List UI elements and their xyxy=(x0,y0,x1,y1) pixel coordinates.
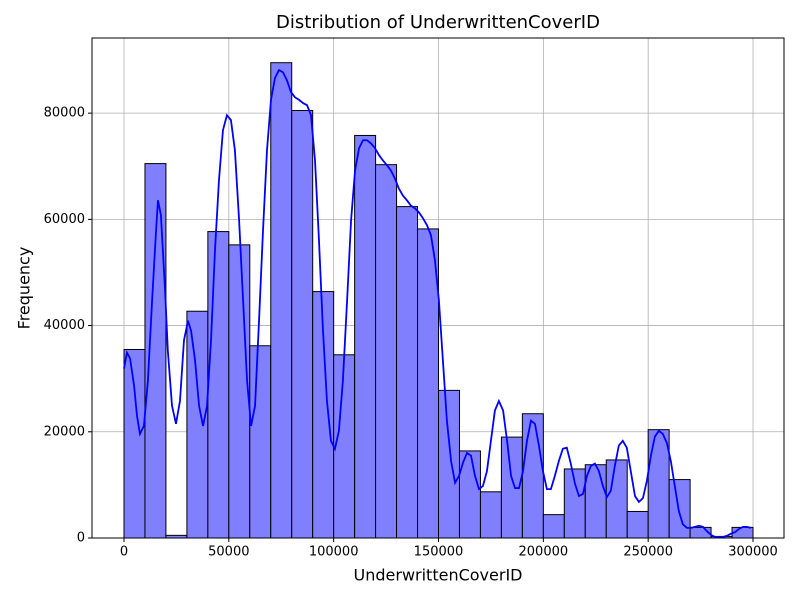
bar xyxy=(144,163,167,539)
bar xyxy=(438,389,460,539)
bar xyxy=(647,429,670,539)
kde-line xyxy=(123,68,752,538)
x-tick-label: 0 xyxy=(120,545,128,560)
y-tick-label: 20000 xyxy=(44,424,85,439)
bar xyxy=(186,310,209,539)
x-tick-label: 50000 xyxy=(208,545,249,560)
bar xyxy=(542,514,565,539)
bar xyxy=(521,413,544,539)
x-tick-label: 200000 xyxy=(519,545,569,560)
bar xyxy=(270,62,293,539)
y-tick-label: 0 xyxy=(77,531,85,546)
y-tick-label: 80000 xyxy=(44,106,85,121)
bar xyxy=(417,228,440,539)
bar xyxy=(479,491,502,539)
x-tick-label: 150000 xyxy=(414,545,464,560)
y-tick-label: 40000 xyxy=(44,318,85,333)
bar xyxy=(396,206,419,539)
y-tick-label: 60000 xyxy=(44,212,85,227)
bar xyxy=(605,459,628,539)
bar xyxy=(291,109,314,539)
y-axis-label: Frequency xyxy=(15,247,34,330)
x-tick-label: 300000 xyxy=(728,545,778,560)
bar xyxy=(626,510,649,539)
bar xyxy=(333,354,356,539)
x-axis-label: UnderwrittenCoverID xyxy=(354,566,523,585)
bar xyxy=(354,134,377,539)
chart-title: Distribution of UnderwrittenCoverID xyxy=(276,12,600,33)
bar xyxy=(207,231,230,539)
bar xyxy=(584,464,607,539)
plot-frame xyxy=(91,37,785,539)
bar xyxy=(668,479,691,539)
bar xyxy=(228,244,251,539)
x-tick-label: 250000 xyxy=(623,545,673,560)
x-tick-label: 100000 xyxy=(309,545,359,560)
bar xyxy=(249,345,272,539)
bar xyxy=(123,348,146,539)
bar xyxy=(375,164,398,539)
